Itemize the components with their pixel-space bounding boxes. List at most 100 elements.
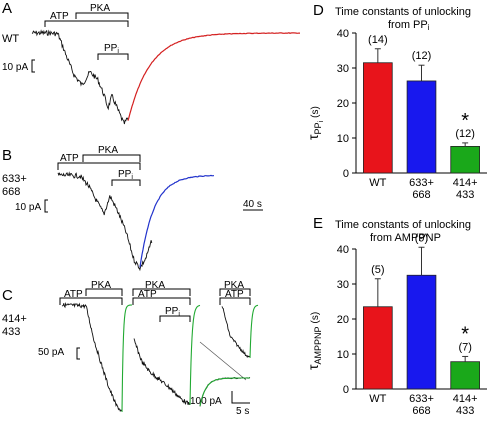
chart-e-category-label: 414+	[453, 393, 478, 405]
chart-d-n-label: (12)	[455, 128, 475, 140]
chart-e-title-line1: Time constants of unlocking	[335, 219, 471, 231]
panel-c-time-scale-label: 5 s	[236, 406, 249, 417]
panel-a: A WT ATP PKA PPi 10 pA	[2, 0, 300, 125]
chart-d-y-tick-label: 20	[337, 98, 349, 110]
panel-b-pp-bar	[111, 179, 141, 186]
chart-d-letter: D	[313, 2, 324, 19]
panel-c-current-scale-label-1: 50 pA	[38, 347, 64, 358]
chart-d-ylabel: τPPi(s)	[305, 106, 325, 140]
panel-a-scale-label: 10 pA	[2, 62, 28, 73]
panel-c-letter: C	[2, 287, 13, 304]
chart-d-category-label: 433	[456, 189, 474, 201]
panel-a-pp-label: PPi	[104, 43, 119, 55]
panel-a-atp-bar	[44, 20, 129, 27]
chart-e-y-tick-label: 40	[337, 244, 349, 256]
chart-e-ylabel: τAMPPNP(s)	[305, 312, 323, 370]
chart-d-y-tick-label: 10	[337, 133, 349, 145]
chart-d-bar	[406, 80, 437, 174]
chart-d-title-line1: Time constants of unlocking	[335, 6, 471, 18]
panel-b-current-trace	[57, 171, 153, 272]
chart-e-category-label: WT	[369, 393, 386, 405]
chart-e-bar	[406, 274, 437, 390]
chart-e-n-label: (7)	[458, 341, 471, 353]
panel-c-seg2-atp-bar	[132, 297, 191, 305]
chart-d: D Time constants of unlocking from PPi τ…	[305, 2, 487, 201]
chart-e-letter: E	[313, 215, 323, 232]
chart-e-category-label: 433	[456, 405, 474, 417]
panel-b: B 633+ 668 ATP PKA PPi 10 pA 40 s	[2, 145, 263, 272]
chart-d-n-label: (12)	[412, 50, 432, 62]
panel-c-seg1-pka-label: PKA	[91, 280, 111, 291]
panel-c-seg1-atp-bar	[59, 297, 123, 305]
panel-c-seg1-pka-bar	[85, 288, 123, 296]
panel-b-time-scale-label: 40 s	[243, 199, 262, 210]
chart-e-y-tick-label: 30	[337, 279, 349, 291]
panel-c-construct-line2: 433	[2, 326, 20, 338]
panel-b-pka-bar	[82, 154, 141, 162]
panel-c-seg2-pp-label: PPi	[165, 306, 180, 318]
panel-c-seg2-pp-bar	[159, 315, 191, 322]
chart-e-significance-label: *	[461, 323, 469, 345]
panel-c-inset-connector	[199, 341, 247, 381]
panel-a-construct-label: WT	[2, 33, 19, 45]
chart-d-category-label: 633+	[409, 177, 434, 189]
panel-c-current-scale-bar-1	[76, 347, 80, 360]
panel-b-pp-label: PPi	[118, 169, 133, 181]
panel-c-current-scale-label-2: 100 pA	[190, 396, 222, 407]
panel-c-seg3-atp-bar	[219, 297, 251, 305]
chart-d-y-tick-label: 40	[337, 28, 349, 40]
panel-b-current-scale-bar	[44, 199, 48, 213]
chart-e-y-tick-label: 10	[337, 349, 349, 361]
chart-e: E Time constants of unlocking from AMPPN…	[305, 215, 487, 417]
panel-a-pka-bar	[75, 12, 129, 19]
panel-c-seg3-pka-bar	[219, 288, 251, 296]
panel-b-fit-curve	[139, 174, 214, 268]
panel-a-fit-curve	[127, 32, 300, 121]
chart-e-bar	[363, 306, 393, 390]
chart-d-title-line2: from PPi	[388, 19, 430, 32]
panel-c-scale-bars-2	[231, 391, 250, 404]
chart-d-significance-label: *	[461, 110, 469, 132]
panel-c-inset-fit	[199, 377, 250, 407]
panel-c-trace-2	[133, 338, 191, 405]
panel-a-pka-label: PKA	[90, 3, 110, 14]
chart-d-y-tick-label: 0	[343, 168, 349, 180]
panel-c-seg3-atp-label: ATP	[225, 289, 244, 300]
panel-b-atp-label: ATP	[60, 153, 79, 164]
chart-e-title-line2: from AMPPNP	[370, 232, 441, 244]
panel-c-seg1-atp-label: ATP	[64, 289, 83, 300]
chart-e-y-tick-label: 20	[337, 314, 349, 326]
panel-b-pka-label: PKA	[98, 145, 118, 156]
chart-e-bar	[450, 361, 480, 390]
chart-e-category-label: 668	[412, 405, 430, 417]
chart-d-bar	[450, 145, 480, 174]
panel-c-fit-3	[249, 304, 259, 359]
panel-b-atp-bar	[57, 162, 141, 170]
panel-c-construct-line1: 414+	[2, 313, 27, 325]
panel-a-letter: A	[2, 0, 12, 17]
chart-e-n-label: (5)	[371, 264, 384, 276]
panel-c-seg2-atp-label: ATP	[138, 289, 157, 300]
panel-c-seg3-pka-label: PKA	[224, 280, 244, 291]
panel-c: C 414+ 433 ATP PKA ATP PKA PPi ATP PKA 5…	[2, 280, 259, 417]
panel-a-scale-bar	[31, 59, 35, 73]
panel-a-atp-label: ATP	[50, 11, 69, 22]
panel-a-pp-bar	[97, 53, 129, 60]
chart-d-category-label: 414+	[453, 177, 478, 189]
chart-e-category-label: 633+	[409, 393, 434, 405]
panel-b-current-scale-label: 10 pA	[15, 202, 41, 213]
panel-b-construct-line1: 633+	[2, 173, 27, 185]
chart-d-y-tick-label: 30	[337, 63, 349, 75]
panel-c-fit-2	[189, 304, 201, 406]
chart-d-category-label: 668	[412, 189, 430, 201]
chart-e-y-tick-label: 0	[343, 384, 349, 396]
chart-e-n-label: (9)	[415, 232, 428, 244]
panel-b-letter: B	[2, 147, 12, 164]
panel-a-current-trace	[31, 29, 129, 125]
chart-d-n-label: (14)	[368, 34, 388, 46]
panel-c-fit-1	[121, 304, 132, 413]
panel-b-construct-line2: 668	[2, 186, 20, 198]
chart-d-category-label: WT	[369, 177, 386, 189]
chart-d-bar	[363, 62, 393, 174]
